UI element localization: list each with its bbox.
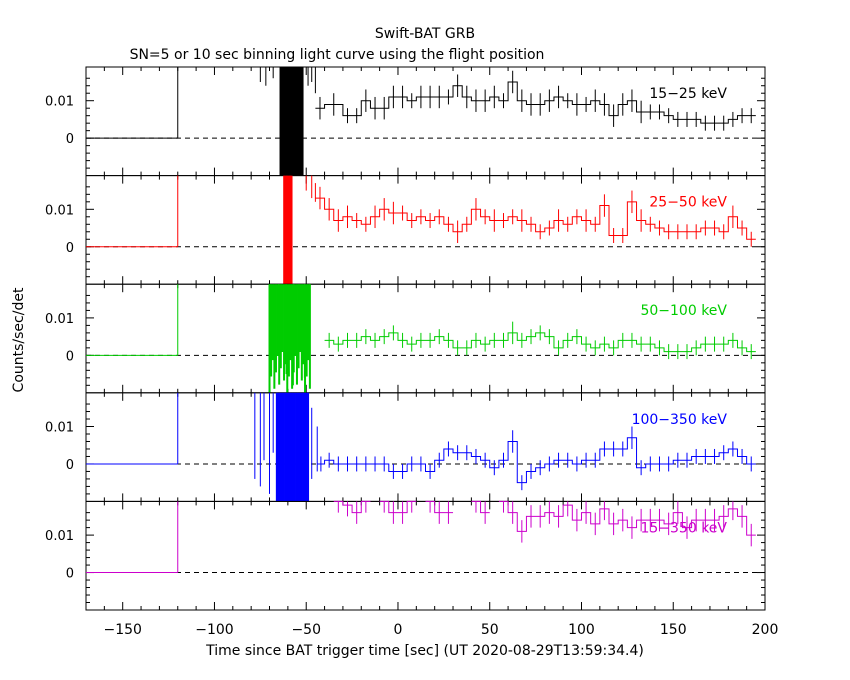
y-tick-label: 0 [66,567,74,582]
panel-3: 0 0.01 50−100 keV [45,283,766,394]
panel-frame [85,283,766,394]
y-tick-label: 0 [66,132,74,147]
panels-group: 0 0.01 15−25 keV 0 0.01 25−50 keV 0 0.01 50−100 … [45,66,779,638]
x-tick-label: −50 [291,622,321,638]
y-axis-label: Counts/sec/det [11,287,27,392]
panel-1: 0 0.01 15−25 keV [45,66,766,177]
panel-frame [85,175,766,285]
panel-5: 0 0.01 15−350 keV [45,500,766,611]
x-tick-label: 50 [481,622,499,638]
band-label: 100−350 keV [632,412,728,428]
light-curve-step [317,437,756,484]
y-tick-label: 0.01 [45,95,74,110]
panel-frame [85,66,766,177]
x-tick-label: 0 [394,622,403,638]
x-tick-label: −100 [195,622,233,638]
light-curve-step [324,332,756,353]
band-label: 50−100 keV [640,303,727,319]
panel-frame [85,500,766,611]
band-label: 15−350 keV [640,520,727,536]
x-tick-label: 200 [752,622,779,638]
band-label: 25−50 keV [649,195,727,211]
y-tick-label: 0.01 [45,421,74,436]
x-axis-label: Time since BAT trigger time [sec] (UT 20… [205,643,644,659]
x-tick-label: −150 [103,622,141,638]
y-tick-label: 0.01 [45,203,74,218]
panel-4: 0 0.01 100−350 keV [45,392,766,502]
light-curve-step [315,81,756,124]
panel-2: 0 0.01 25−50 keV [45,175,766,285]
band-label: 15−25 keV [649,86,727,102]
x-tick-label: 150 [660,622,687,638]
y-tick-label: 0.01 [45,529,74,544]
y-tick-label: 0 [66,458,74,473]
x-tick-label: 100 [568,622,595,638]
y-tick-label: 0.01 [45,312,74,327]
figure-title: Swift-BAT GRB [375,26,475,42]
y-tick-label: 0 [66,241,74,256]
light-curve-step [333,500,756,536]
figure-subtitle: SN=5 or 10 sec binning light curve using… [130,47,545,63]
panel-frame [85,392,766,502]
y-tick-label: 0 [66,349,74,364]
light-curve-step [315,197,756,240]
